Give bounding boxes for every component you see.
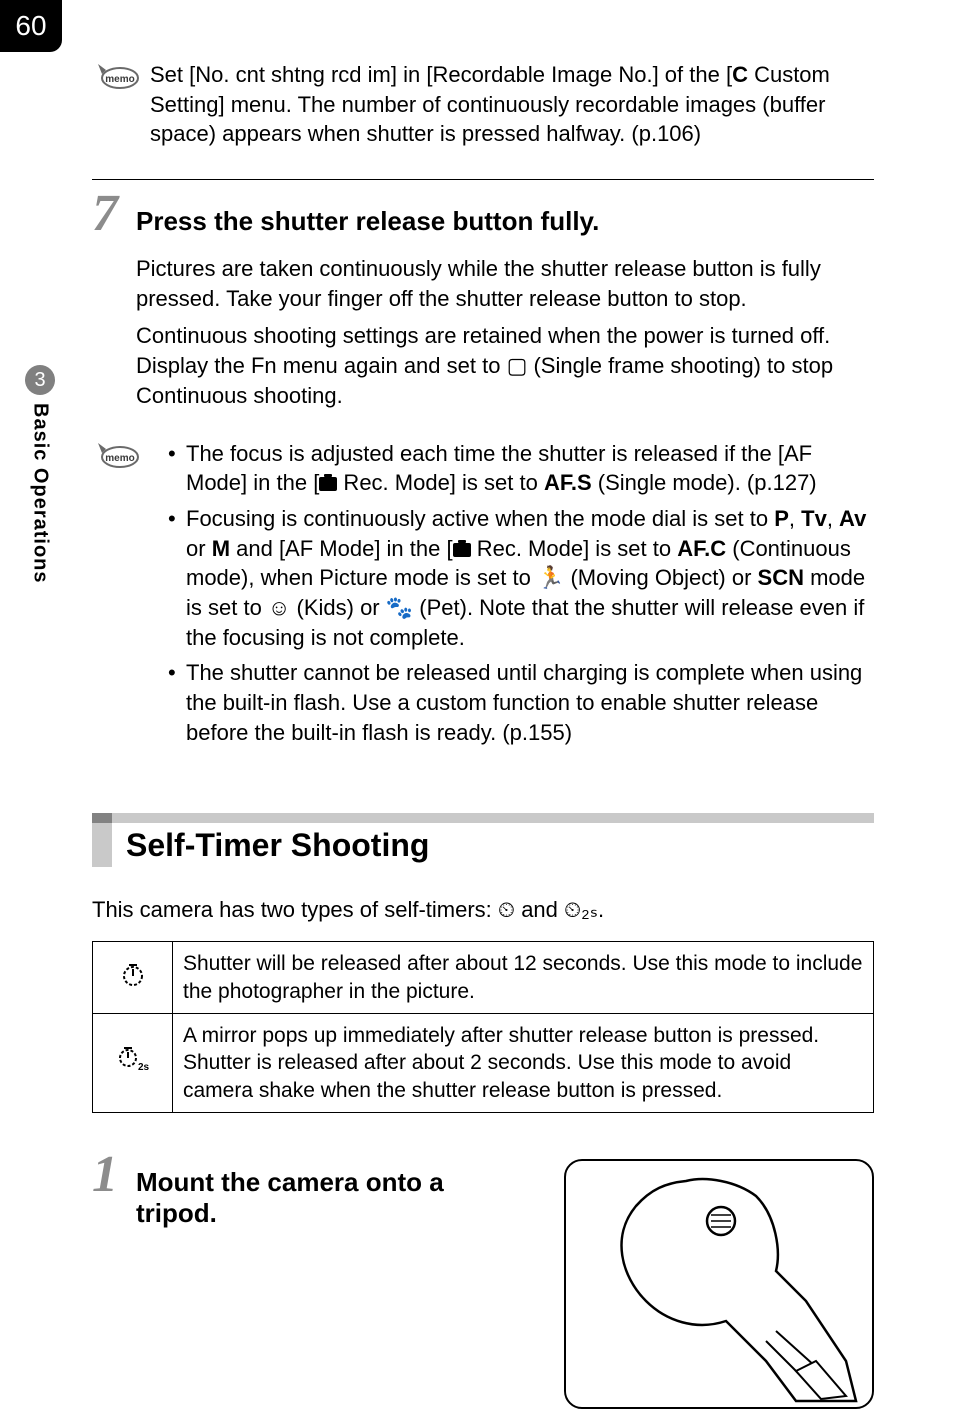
- custom-setting-glyph: C: [732, 62, 748, 87]
- section-self-timer: Self-Timer Shooting This camera has two …: [92, 813, 874, 1408]
- self-timer-table: Shutter will be released after about 12 …: [92, 941, 874, 1112]
- memo-icon: memo: [92, 439, 140, 469]
- memo2-li2-c: Rec. Mode] is set to: [471, 536, 678, 561]
- table-row: 2s A mirror pops up immediately after sh…: [93, 1013, 874, 1112]
- camera-icon: [319, 477, 337, 491]
- step-1-text: 1 Mount the camera onto a tripod.: [92, 1149, 544, 1229]
- single-frame-icon: ▢: [507, 353, 528, 378]
- svg-text:memo: memo: [105, 453, 134, 464]
- memo-list: The focus is adjusted each time the shut…: [150, 439, 874, 748]
- self-timer-2s-icon: ⏲₂ₛ: [564, 897, 598, 922]
- page-number: 60: [0, 0, 62, 52]
- mode-av: Av: [839, 506, 866, 531]
- memo2-item-3: The shutter cannot be released until cha…: [168, 658, 874, 747]
- chapter-label: Basic Operations: [29, 403, 52, 584]
- afs-label: AF.S: [544, 470, 592, 495]
- memo2-li2-a: Focusing is continuously active when the…: [186, 506, 774, 531]
- heading-bar-dark: [92, 813, 112, 823]
- step-7-number: 7: [92, 188, 132, 240]
- step-rule: [92, 179, 874, 180]
- memo2-item-2: Focusing is continuously active when the…: [168, 504, 874, 652]
- kids-icon: ☺: [268, 595, 290, 620]
- svg-text:memo: memo: [105, 74, 134, 85]
- mode-p: P: [774, 506, 789, 531]
- camera-tripod-illustration: [564, 1159, 874, 1409]
- step-7-title: Press the shutter release button fully.: [136, 206, 599, 237]
- timer-icon-cell: 2s: [93, 1013, 173, 1112]
- step-7: 7 Press the shutter release button fully…: [92, 179, 874, 410]
- intro-b: .: [598, 897, 604, 922]
- step-7-body: Pictures are taken continuously while th…: [136, 254, 874, 410]
- step-7-para2: Continuous shooting settings are retaine…: [136, 321, 874, 410]
- pet-icon: 🐾: [386, 595, 413, 620]
- memo2-li2-e: (Moving Object) or: [564, 565, 757, 590]
- heading-bar-light: [112, 813, 874, 823]
- memo2-li2-g: (Kids) or: [290, 595, 385, 620]
- timer-icon-cell: [93, 942, 173, 1014]
- timer-desc-1: Shutter will be released after about 12 …: [173, 942, 874, 1014]
- camera-icon: [453, 543, 471, 557]
- intro-a: This camera has two types of self-timers…: [92, 897, 498, 922]
- step-1-header: 1 Mount the camera onto a tripod.: [92, 1149, 544, 1229]
- memo2-li2-b: and [AF Mode] in the [: [230, 536, 453, 561]
- memo-icon: memo: [92, 60, 140, 90]
- heading-side-bar: [92, 823, 112, 867]
- memo1-part-a: Set [No. cnt shtng rcd im] in [Recordabl…: [150, 62, 732, 87]
- scn-label: SCN: [758, 565, 804, 590]
- mode-tv: Tv: [801, 506, 827, 531]
- section-heading-top-bar: [92, 813, 874, 823]
- section-heading-row: Self-Timer Shooting: [92, 823, 874, 867]
- step-1-row: 1 Mount the camera onto a tripod.: [92, 1149, 874, 1409]
- self-timer-icon: ⏲: [498, 897, 515, 922]
- page-content: memo Set [No. cnt shtng rcd im] in [Reco…: [92, 60, 874, 1409]
- step-1: 1 Mount the camera onto a tripod.: [92, 1149, 874, 1409]
- step-1-number: 1: [92, 1149, 132, 1201]
- memo-text-2: The focus is adjusted each time the shut…: [150, 439, 874, 754]
- memo2-item-1: The focus is adjusted each time the shut…: [168, 439, 874, 498]
- mode-m: M: [212, 536, 230, 561]
- memo-text-1: Set [No. cnt shtng rcd im] in [Recordabl…: [150, 60, 874, 149]
- table-row: Shutter will be released after about 12 …: [93, 942, 874, 1014]
- step-7-header: 7 Press the shutter release button fully…: [92, 188, 874, 240]
- memo-block-2: memo The focus is adjusted each time the…: [92, 439, 874, 754]
- section-intro: This camera has two types of self-timers…: [92, 897, 874, 923]
- svg-text:2s: 2s: [138, 1062, 150, 1073]
- afc-label: AF.C: [677, 536, 726, 561]
- section-title: Self-Timer Shooting: [112, 827, 429, 864]
- moving-object-icon: 🏃: [537, 565, 564, 590]
- chapter-number-badge: 3: [25, 365, 55, 395]
- chapter-side-tab: 3 Basic Operations: [20, 365, 60, 584]
- step-1-title: Mount the camera onto a tripod.: [136, 1167, 456, 1229]
- intro-and: and: [515, 897, 564, 922]
- timer-desc-2: A mirror pops up immediately after shutt…: [173, 1013, 874, 1112]
- memo-block-1: memo Set [No. cnt shtng rcd im] in [Reco…: [92, 60, 874, 149]
- memo2-li1-b: Rec. Mode] is set to: [337, 470, 544, 495]
- self-timer-12s-icon: [119, 960, 147, 988]
- memo2-li1-c: (Single mode). (p.127): [592, 470, 817, 495]
- step-7-para1: Pictures are taken continuously while th…: [136, 254, 874, 313]
- self-timer-2s-icon: 2s: [116, 1044, 150, 1074]
